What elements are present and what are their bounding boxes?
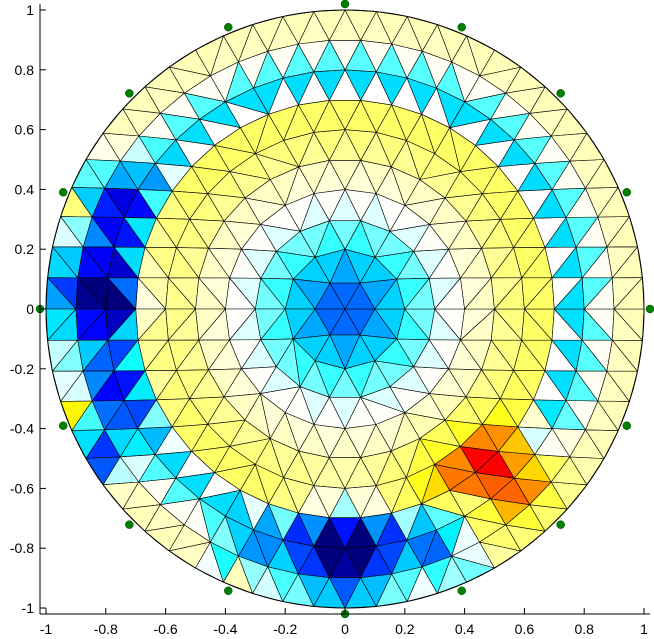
electrode-marker [58, 188, 68, 197]
x-tick-label: -0.6 [154, 621, 178, 637]
electrode-marker [556, 520, 565, 529]
y-tick-label: 0.4 [15, 181, 35, 197]
x-tick-label: -0.4 [213, 621, 237, 637]
y-tick-label: 0.8 [15, 62, 35, 78]
electrode-marker [224, 22, 233, 32]
y-tick-label: 1 [26, 2, 34, 18]
mesh-cell [611, 277, 643, 310]
electrode-marker [125, 89, 134, 98]
y-tick-label: 0 [26, 301, 34, 317]
mesh-cell [581, 277, 613, 310]
x-tick-label: 0.2 [395, 621, 415, 637]
electrode-marker [622, 421, 632, 430]
y-tick-label: -1 [22, 600, 35, 616]
y-tick-label: 0.2 [15, 241, 35, 257]
mesh-cell [521, 277, 553, 310]
x-tick-label: 0.8 [574, 621, 594, 637]
electrode-marker [645, 304, 654, 314]
electrode-marker [58, 421, 68, 430]
electrode-marker [125, 520, 134, 529]
x-tick-label: -0.2 [273, 621, 297, 637]
x-axis-ticks: -1 -0.8 -0.6 -0.4 -0.2 0 0.2 0.4 0.6 0.8 1 [40, 608, 648, 637]
x-tick-label: -1 [40, 621, 53, 637]
axes: -1 -0.8 -0.6 -0.4 -0.2 0 0.2 0.4 0.6 0.8 1 1 0.8 0.6… [10, 2, 650, 637]
mesh-cell [359, 278, 398, 310]
x-tick-label: 0 [341, 621, 349, 637]
mesh-cells [45, 9, 645, 609]
mesh-cell [396, 277, 430, 310]
mesh-cell [551, 277, 583, 310]
mesh-cell [460, 277, 492, 310]
y-tick-label: 0.6 [15, 122, 35, 138]
mesh-cell [428, 277, 461, 310]
y-axis-ticks: 1 0.8 0.6 0.4 0.2 0 -0.2 -0.4 -0.6 -0.8 -1 [10, 2, 46, 616]
y-tick-label: -0.4 [10, 421, 34, 437]
y-tick-label: -0.8 [10, 540, 34, 556]
x-tick-label: 0.6 [515, 621, 535, 637]
x-tick-label: 1 [640, 621, 648, 637]
electrode-marker [457, 586, 466, 596]
electrode-marker [457, 22, 466, 32]
electrode-marker [340, 0, 350, 9]
electrode-marker [556, 89, 565, 98]
electrodes [35, 0, 654, 619]
electrode-marker [622, 188, 632, 197]
y-tick-label: -0.6 [10, 480, 34, 496]
mesh-cell [490, 277, 523, 310]
electrode-marker [224, 586, 233, 596]
x-tick-label: 0.4 [455, 621, 475, 637]
y-tick-label: -0.2 [10, 361, 34, 377]
x-tick-label: -0.8 [94, 621, 118, 637]
